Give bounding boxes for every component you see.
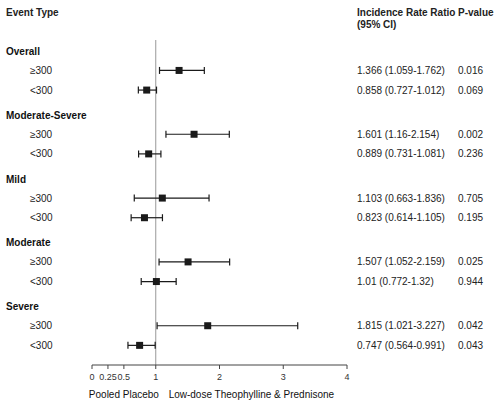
x-tick	[92, 365, 93, 369]
subgroup-label: <300	[30, 276, 53, 287]
x-tick	[283, 365, 284, 369]
estimate-marker	[191, 131, 198, 138]
estimate-text: 1.103 (0.663-1.836)	[357, 193, 445, 204]
ci-line	[134, 197, 209, 198]
estimate-text: 1.815 (1.021-3.227)	[357, 320, 445, 331]
pvalue-text: 0.195	[458, 212, 483, 223]
estimate-marker	[143, 87, 150, 94]
x-tick-label: 0.5	[118, 372, 131, 382]
ci-cap	[134, 195, 135, 202]
ci-cap	[229, 131, 230, 138]
x-tick-label: 4	[344, 372, 349, 382]
estimate-text: 0.823 (0.614-1.105)	[357, 212, 445, 223]
x-tick-label: 2	[217, 372, 222, 382]
estimate-text: 1.366 (1.059-1.762)	[357, 65, 445, 76]
estimate-text: 0.747 (0.564-0.991)	[357, 340, 445, 351]
section-label: Mild	[6, 174, 26, 185]
estimate-marker	[159, 195, 166, 202]
ci-cap	[159, 67, 160, 74]
ci-cap	[141, 278, 142, 285]
x-tick-label: 1	[153, 372, 158, 382]
subgroup-label: ≥300	[30, 256, 53, 267]
section-label: Moderate-Severe	[6, 110, 87, 121]
ci-cap	[138, 150, 139, 157]
estimate-text: 0.858 (0.727-1.012)	[357, 85, 445, 96]
subgroup-label: ≥300	[30, 193, 53, 204]
ci-cap	[160, 150, 161, 157]
forest-chart: Event TypeIncidence Rate Ratio(95% CI)P-…	[0, 0, 500, 418]
x-tick-label: 0.25	[99, 372, 117, 382]
x-tick	[155, 365, 156, 369]
ci-cap	[127, 342, 128, 349]
pvalue-text: 0.025	[458, 256, 483, 267]
x-tick	[107, 365, 108, 369]
subgroup-label: ≥300	[30, 129, 53, 140]
pvalue-text: 0.016	[458, 65, 483, 76]
estimate-marker	[176, 67, 183, 74]
estimate-text: 1.01 (0.772-1.32)	[357, 276, 434, 287]
column-header: Incidence Rate Ratio(95% CI)	[357, 7, 455, 30]
subgroup-label: <300	[30, 340, 53, 351]
ci-cap	[155, 342, 156, 349]
subgroup-label: <300	[30, 148, 53, 159]
x-tick	[347, 365, 348, 369]
subgroup-label: ≥300	[30, 320, 53, 331]
ci-cap	[204, 67, 205, 74]
estimate-text: 1.507 (1.052-2.159)	[357, 256, 445, 267]
column-header-line: (95% CI)	[357, 19, 396, 30]
estimate-marker	[136, 342, 143, 349]
pvalue-text: 0.002	[458, 129, 483, 140]
x-tick	[219, 365, 220, 369]
subgroup-label: <300	[30, 85, 53, 96]
estimate-text: 1.601 (1.16-2.154)	[357, 129, 439, 140]
estimate-marker	[204, 322, 211, 329]
estimate-marker	[141, 214, 148, 221]
ci-cap	[156, 87, 157, 94]
column-header: Event Type	[6, 7, 59, 18]
ci-cap	[165, 131, 166, 138]
ci-line	[166, 134, 229, 135]
pvalue-text: 0.043	[458, 340, 483, 351]
estimate-marker	[185, 258, 192, 265]
estimate-marker	[145, 150, 152, 157]
ci-line	[159, 261, 230, 262]
ci-cap	[162, 214, 163, 221]
section-label: Moderate	[6, 237, 51, 248]
estimate-text: 0.889 (0.731-1.081)	[357, 148, 445, 159]
estimate-marker	[153, 278, 160, 285]
ci-line	[157, 325, 298, 326]
x-tick-label: 0	[89, 372, 94, 382]
pvalue-text: 0.705	[458, 193, 483, 204]
x-label-left: Pooled Placebo	[89, 389, 159, 400]
ci-cap	[176, 278, 177, 285]
x-tick	[123, 365, 124, 369]
ci-cap	[138, 87, 139, 94]
column-header: P-value	[458, 7, 494, 18]
x-tick-label: 3	[281, 372, 286, 382]
plot-area	[128, 40, 298, 365]
ci-cap	[131, 214, 132, 221]
pvalue-text: 0.042	[458, 320, 483, 331]
pvalue-text: 0.236	[458, 148, 483, 159]
pvalue-text: 0.069	[458, 85, 483, 96]
pvalue-text: 0.944	[458, 276, 483, 287]
reference-line	[155, 40, 156, 365]
subgroup-label: <300	[30, 212, 53, 223]
ci-cap	[156, 322, 157, 329]
ci-cap	[297, 322, 298, 329]
section-label: Overall	[6, 46, 40, 57]
ci-cap	[229, 258, 230, 265]
ci-cap	[158, 258, 159, 265]
ci-cap	[208, 195, 209, 202]
section-label: Severe	[6, 301, 39, 312]
column-header-line: Incidence Rate Ratio	[357, 7, 455, 18]
x-label-right: Low-dose Theophylline & Prednisone	[169, 389, 335, 400]
subgroup-label: ≥300	[30, 65, 53, 76]
